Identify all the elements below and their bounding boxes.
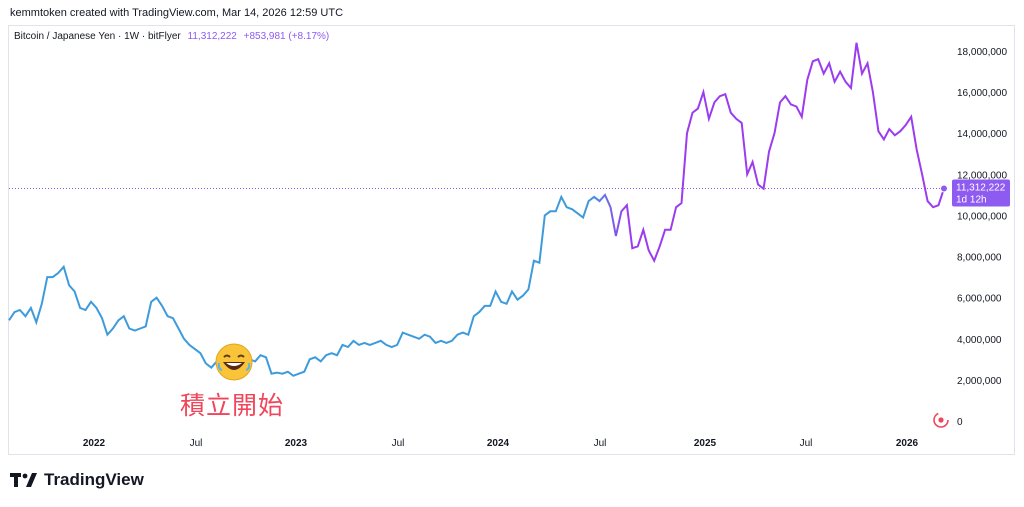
y-tick-label: 18,000,000 <box>957 47 1007 58</box>
created-with-header: kemmtoken created with TradingView.com, … <box>10 7 344 19</box>
legend-price: 11,312,222 <box>187 31 237 42</box>
legend-change: +853,981 (+8.17%) <box>243 31 330 42</box>
x-axis: 2022 Jul 2023 Jul 2024 Jul 2025 Jul 2026 <box>83 438 919 449</box>
x-tick-label: Jul <box>190 438 203 449</box>
y-tick-label: 2,000,000 <box>957 376 1002 387</box>
y-tick-label: 0 <box>957 417 963 428</box>
chart-frame <box>8 25 1015 455</box>
x-tick-label: 2026 <box>896 438 919 449</box>
alert-icon[interactable] <box>933 412 949 428</box>
bar-countdown: 1d 12h <box>956 194 987 205</box>
y-tick-label: 4,000,000 <box>957 335 1002 346</box>
laughing-emoji-icon <box>215 343 253 381</box>
y-tick-label: 8,000,000 <box>957 253 1002 264</box>
y-tick-label: 10,000,000 <box>957 211 1007 222</box>
x-tick-label: Jul <box>594 438 607 449</box>
annotation-label: 積立開始 <box>180 391 285 420</box>
x-tick-label: 2024 <box>487 438 510 449</box>
last-price-dot <box>940 184 948 193</box>
x-tick-label: 2023 <box>285 438 308 449</box>
tradingview-logo[interactable]: TradingView <box>10 470 144 490</box>
tradingview-mark-icon <box>10 473 37 487</box>
last-price-badge: 11,312,222 1d 12h <box>952 179 1010 207</box>
x-tick-label: 2022 <box>83 438 106 449</box>
last-price-value: 11,312,222 <box>956 182 1006 193</box>
brand-wordmark: TradingView <box>44 470 144 489</box>
y-tick-label: 6,000,000 <box>957 294 1002 305</box>
series-points <box>9 43 944 376</box>
x-tick-label: 2025 <box>694 438 717 449</box>
y-tick-label: 12,000,000 <box>957 170 1007 181</box>
x-tick-label: Jul <box>800 438 813 449</box>
y-axis: 0 2,000,000 4,000,000 6,000,000 8,000,000 10,… <box>957 47 1007 428</box>
series-line <box>8 42 945 377</box>
y-tick-label: 16,000,000 <box>957 88 1007 99</box>
symbol-legend: Bitcoin / Japanese Yen · 1W · bitFlyer 1… <box>14 31 329 42</box>
x-tick-label: Jul <box>392 438 405 449</box>
symbol-title: Bitcoin / Japanese Yen · 1W · bitFlyer <box>14 31 181 42</box>
y-tick-label: 14,000,000 <box>957 129 1007 140</box>
